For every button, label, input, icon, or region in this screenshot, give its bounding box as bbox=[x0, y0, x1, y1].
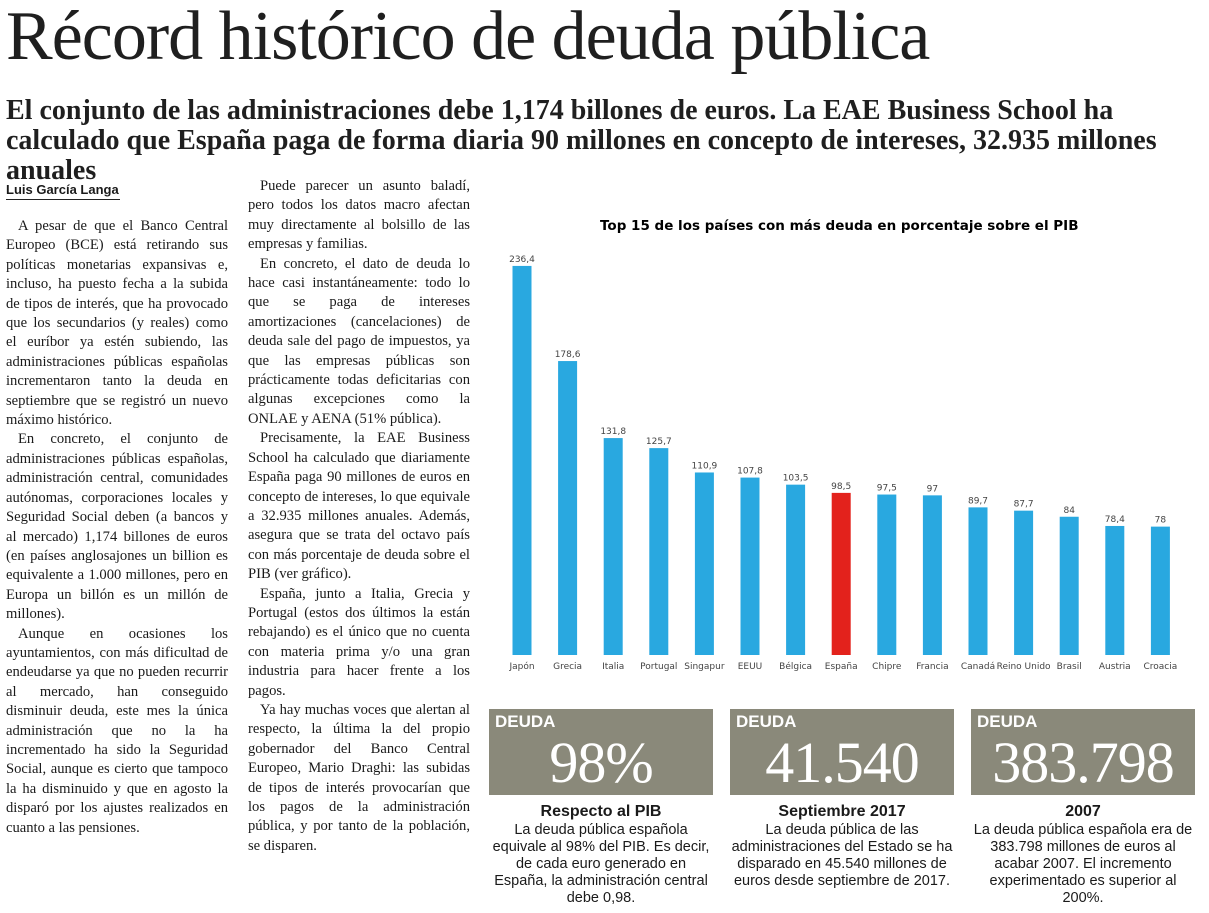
paragraph: Aunque en ocasiones los ayuntamientos, c… bbox=[6, 625, 228, 836]
paragraph: A pesar de que el Banco Central Europeo … bbox=[6, 218, 228, 429]
chart-bar bbox=[968, 507, 988, 655]
bar-value-label: 98,5 bbox=[831, 482, 851, 492]
stat-box-pib: DEUDA 98% Respecto al PIB La deuda públi… bbox=[489, 709, 713, 907]
stat-box-header: DEUDA 41.540 bbox=[730, 709, 954, 795]
chart-bar bbox=[694, 472, 714, 655]
category-label: Canadá bbox=[961, 662, 995, 672]
chart-bar bbox=[877, 494, 897, 655]
chart-bar bbox=[1105, 525, 1125, 655]
bar-value-label: 89,7 bbox=[968, 496, 988, 506]
bar-value-label: 178,6 bbox=[555, 350, 581, 360]
category-label: Brasil bbox=[1057, 662, 1082, 672]
stat-box-tag: DEUDA bbox=[736, 712, 797, 731]
paragraph: Ya hay muchas voces que alertan al respe… bbox=[248, 701, 470, 854]
bar-value-label: 103,5 bbox=[783, 474, 809, 484]
bar-value-label: 110,9 bbox=[692, 461, 718, 471]
chart-title: Top 15 de los países con más deuda en po… bbox=[600, 218, 1079, 234]
chart-bar bbox=[1150, 526, 1170, 655]
stat-box-number: 383.798 bbox=[992, 730, 1175, 795]
stat-box-title: 2007 bbox=[1065, 803, 1101, 820]
debt-bar-chart: Top 15 de los países con más deuda en po… bbox=[490, 200, 1206, 690]
category-label: Japón bbox=[508, 661, 534, 672]
stat-box-text: La deuda pública española era de 383.798… bbox=[973, 822, 1193, 906]
stat-box-text: La deuda pública española equivale al 98… bbox=[492, 822, 710, 906]
bar-value-label: 78,4 bbox=[1105, 515, 1125, 525]
paragraph: Puede parecer un asunto baladí, pero tod… bbox=[248, 178, 470, 253]
stat-box-header: DEUDA 383.798 bbox=[971, 709, 1195, 795]
chart-bar bbox=[1014, 510, 1034, 655]
article-column-2: Puede parecer un asunto baladí, pero tod… bbox=[248, 177, 470, 856]
stat-box-title: Respecto al PIB bbox=[540, 803, 662, 820]
article-column-1: A pesar de que el Banco Central Europeo … bbox=[6, 217, 228, 838]
stat-box-tag: DEUDA bbox=[977, 712, 1038, 731]
category-label: Reino Unido bbox=[997, 662, 1051, 672]
bar-value-label: 97,5 bbox=[877, 484, 897, 494]
bar-value-label: 87,7 bbox=[1014, 500, 1034, 510]
subheadline: El conjunto de las administraciones debe… bbox=[6, 95, 1157, 186]
stat-box-text: La deuda pública de las administraciones… bbox=[731, 822, 953, 889]
paragraph: En concreto, el conjunto de administraci… bbox=[6, 431, 228, 623]
chart-bar bbox=[740, 477, 760, 655]
bar-value-label: 78 bbox=[1155, 516, 1167, 526]
category-label: Chipre bbox=[872, 662, 902, 672]
bar-value-label: 236,4 bbox=[509, 255, 535, 265]
stat-box-tag: DEUDA bbox=[495, 712, 556, 731]
chart-bar bbox=[922, 495, 942, 655]
bar-value-label: 97 bbox=[927, 484, 938, 494]
category-label: Grecia bbox=[553, 662, 582, 672]
chart-bar bbox=[603, 438, 623, 655]
chart-bar bbox=[786, 484, 806, 655]
bar-value-label: 84 bbox=[1063, 506, 1075, 516]
paragraph: En concreto, el dato de deuda lo hace ca… bbox=[248, 255, 470, 427]
chart-bar bbox=[512, 265, 532, 655]
stat-box-title: Septiembre 2017 bbox=[778, 803, 906, 820]
paragraph: España, junto a Italia, Grecia y Portuga… bbox=[248, 585, 470, 699]
bar-value-label: 125,7 bbox=[646, 437, 672, 447]
category-label: Italia bbox=[602, 662, 624, 672]
category-label: Croacia bbox=[1144, 662, 1178, 672]
category-label: Portugal bbox=[640, 662, 677, 672]
stat-box-2007: DEUDA 383.798 2007 La deuda pública espa… bbox=[971, 709, 1195, 907]
category-label: Bélgica bbox=[779, 661, 812, 672]
bar-value-label: 107,8 bbox=[737, 467, 763, 477]
stat-box-september: DEUDA 41.540 Septiembre 2017 La deuda pú… bbox=[730, 709, 954, 890]
category-label: Singapur bbox=[684, 662, 725, 672]
category-label: Francia bbox=[916, 662, 948, 672]
bar-value-label: 131,8 bbox=[600, 427, 626, 437]
category-label: España bbox=[825, 662, 858, 672]
chart-bar bbox=[649, 448, 669, 655]
byline: Luis García Langa bbox=[6, 181, 120, 200]
chart-bar bbox=[558, 361, 578, 655]
category-label: EEUU bbox=[738, 662, 763, 672]
stat-box-number: 41.540 bbox=[765, 730, 920, 795]
stat-box-number: 98% bbox=[549, 730, 653, 795]
chart-bars: 236,4 Japón 178,6 Grecia 131,8 Italia 125,7 Por… bbox=[508, 255, 1177, 672]
chart-canvas: Top 15 de los países con más deuda en po… bbox=[508, 218, 1177, 672]
headline: Récord histórico de deuda pública bbox=[6, 0, 930, 75]
chart-bar bbox=[831, 492, 851, 655]
chart-bar bbox=[1059, 516, 1079, 655]
category-label: Austria bbox=[1099, 662, 1131, 672]
stat-box-header: DEUDA 98% bbox=[489, 709, 713, 795]
paragraph: Precisamente, la EAE Business School ha … bbox=[248, 430, 470, 583]
